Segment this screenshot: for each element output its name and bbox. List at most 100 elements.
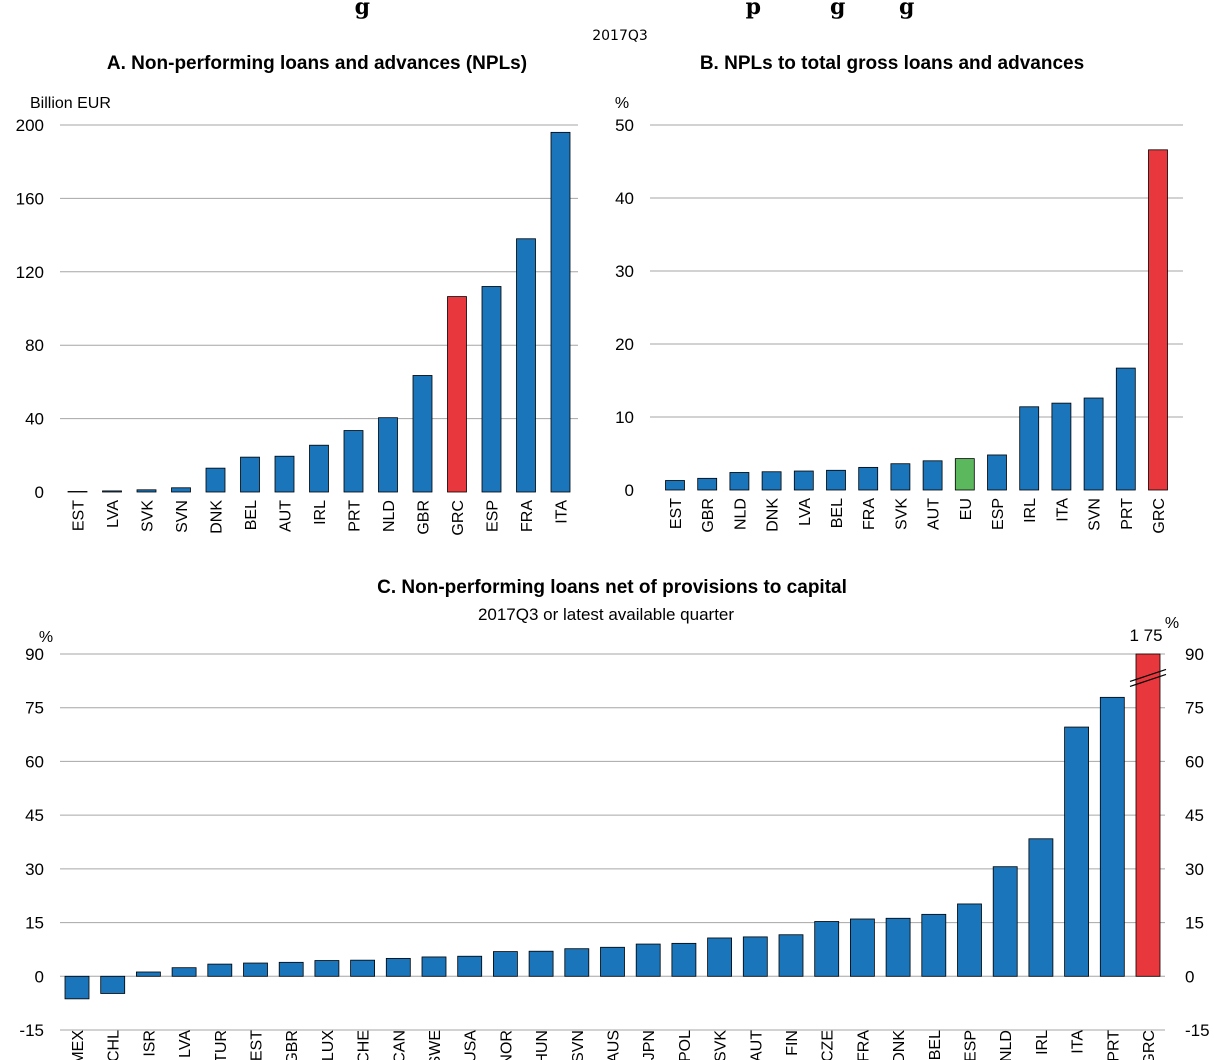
bar-bel [240, 456, 260, 493]
x-category-label: NOR [498, 1030, 515, 1060]
bar-ita [550, 131, 571, 493]
panel-b-unit: % [615, 95, 629, 112]
y-tick-label-right: 30 [1185, 860, 1204, 879]
x-category-label: FRA [519, 500, 536, 532]
x-category-label: SVK [140, 500, 157, 532]
y-tick-label: 90 [25, 645, 44, 664]
bar-che [350, 959, 376, 977]
y-tick-label: 30 [615, 262, 634, 281]
x-category-label: GRC [450, 500, 467, 536]
x-category-label: CAN [391, 1030, 408, 1060]
x-category-label: GRC [1151, 498, 1168, 534]
panel-b-title: B. NPLs to total gross loans and advance… [700, 53, 1084, 74]
x-category-label: CHL [106, 1030, 123, 1060]
panel-c-subtitle: 2017Q3 or latest available quarter [478, 605, 734, 624]
bar-gbr [697, 477, 718, 491]
bar-tur [207, 963, 233, 977]
y-tick-label: 0 [35, 483, 44, 502]
y-tick-label-right: 0 [1185, 967, 1194, 986]
bar-svn [1083, 397, 1104, 491]
bar-lva [102, 490, 122, 493]
bar-can [385, 957, 411, 977]
bar-svn [171, 487, 191, 493]
x-category-label: LUX [320, 1030, 337, 1060]
x-category-label: SWE [427, 1030, 444, 1060]
bar-lva [793, 470, 814, 491]
x-category-label: NLD [998, 1030, 1015, 1060]
bar-esp [957, 903, 982, 977]
x-category-label: NLD [732, 498, 749, 530]
bar-dnk [761, 471, 782, 491]
x-category-label: NLD [381, 500, 398, 532]
x-category-label: DNK [765, 498, 782, 532]
y-tick-label-right: 15 [1185, 914, 1204, 933]
panel-a-title: A. Non-performing loans and advances (NP… [107, 53, 527, 74]
x-category-label: PRT [347, 500, 364, 532]
y-tick-label: 80 [25, 336, 44, 355]
x-category-label: IRL [1034, 1030, 1051, 1055]
bar-est [243, 962, 268, 977]
figure-title-fragment: g [355, 0, 370, 20]
y-tick-label: 10 [615, 408, 634, 427]
y-tick-label: 0 [35, 967, 44, 986]
x-category-label: MEX [70, 1030, 87, 1060]
panel-c: C. Non-performing loans net of provision… [19, 577, 1209, 1060]
x-category-label: USA [463, 1030, 480, 1060]
panel-c-unit-left: % [39, 629, 53, 646]
x-category-label: AUT [278, 500, 295, 532]
bar-aus [600, 946, 625, 977]
y-tick-label: 45 [25, 806, 44, 825]
x-category-label: GBR [284, 1030, 301, 1060]
bar-bel [921, 913, 947, 977]
x-category-label: ITA [1054, 498, 1071, 522]
panel-c-unit-right: % [1165, 615, 1179, 632]
bar-grc [1148, 149, 1168, 491]
bar-est [67, 491, 88, 493]
bar-swe [421, 956, 447, 977]
x-category-label: PRT [1119, 498, 1136, 530]
x-category-label: BEL [927, 1030, 944, 1060]
y-tick-label-right: -15 [1185, 1021, 1210, 1040]
bar-nld [992, 866, 1018, 977]
bar-gbr [278, 961, 304, 977]
bar-svn [564, 948, 590, 977]
bar-irl [1028, 838, 1054, 977]
x-category-label: LVA [797, 498, 814, 526]
panel-b: B. NPLs to total gross loans and advance… [615, 53, 1183, 534]
bar-nor [492, 951, 518, 977]
panel-c-title: C. Non-performing loans net of provision… [377, 577, 847, 598]
x-category-label: SVN [570, 1030, 587, 1060]
bar-gbr [412, 375, 433, 493]
bar-grc [447, 296, 467, 493]
bar-fin [778, 934, 804, 977]
x-category-label: SVK [713, 1030, 730, 1060]
figure-title-fragment-right: p g g [746, 0, 915, 20]
x-category-label: AUT [926, 498, 943, 530]
y-tick-label: -15 [19, 1021, 44, 1040]
y-tick-label: 20 [615, 335, 634, 354]
x-category-label: ITA [554, 500, 571, 524]
bar-dnk [885, 917, 911, 977]
bar-isr [135, 971, 161, 977]
bar-jpn [635, 943, 661, 977]
bar-prt [1099, 696, 1125, 977]
y-tick-label: 75 [25, 699, 44, 718]
bar-aut [742, 936, 768, 977]
bar-nld [729, 472, 750, 491]
x-category-label: LVA [105, 500, 122, 528]
y-tick-label-right: 75 [1185, 699, 1204, 718]
x-category-label: EU [958, 498, 975, 520]
bar-bel [826, 469, 846, 491]
truncated-value-label: 1 75 [1129, 626, 1162, 645]
bar-svk [890, 463, 911, 491]
panel-a-unit: Billion EUR [30, 95, 111, 112]
bar-irl [1019, 406, 1040, 491]
y-tick-label: 40 [615, 189, 634, 208]
x-category-label: DNK [891, 1030, 908, 1060]
x-category-label: HUN [534, 1030, 551, 1060]
x-category-label: LVA [177, 1030, 194, 1058]
x-category-label: TUR [213, 1030, 230, 1060]
bar-est [665, 480, 685, 491]
x-category-label: EST [668, 498, 685, 529]
